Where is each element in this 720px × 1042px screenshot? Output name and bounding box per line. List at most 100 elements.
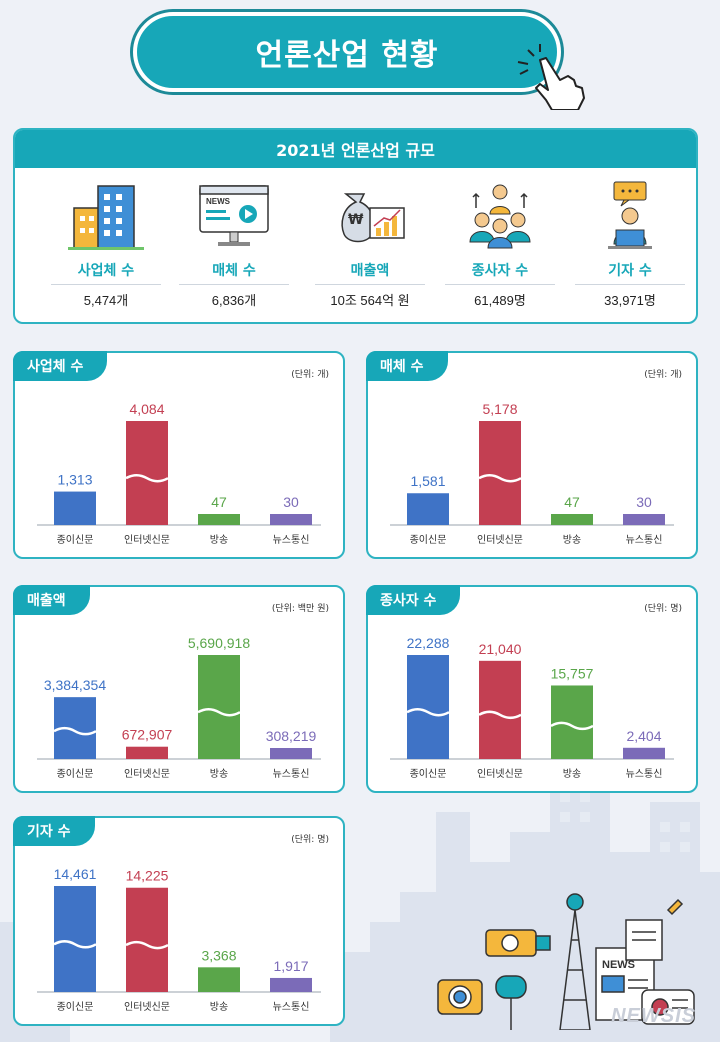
bar-인터넷신문 [126,887,168,992]
category-label: 방송 [210,534,228,546]
chart-unit: (단위: 개) [291,370,329,380]
bar-방송 [198,514,240,525]
category-label: 인터넷신문 [477,534,523,546]
summary-item-label: 매체 수 [212,263,256,279]
bar-뉴스통신 [270,514,312,525]
axis-break-mark [478,473,522,483]
chart-title: 종사자 수 [366,585,461,615]
category-label: 뉴스통신 [626,768,663,780]
bar-chart: 22,288 종이신문 21,040 인터넷신문 15,757 방송 2,404 뉴스통신 [390,635,674,780]
data-label: 5,178 [482,401,517,417]
reporter-laptop-icon [608,181,652,249]
category-label: 인터넷신문 [124,1001,170,1013]
bar-인터넷신문 [126,746,168,759]
news-monitor-icon: NEWS [199,185,269,246]
bar-뉴스통신 [623,747,665,759]
summary-item-employees: 종사자 수 61,489명 [435,180,565,309]
category-label: 종이신문 [410,768,447,780]
category-label: 방송 [563,768,581,780]
bar-인터넷신문 [479,660,521,759]
data-label: 672,907 [122,727,173,743]
category-label: 인터넷신문 [124,534,170,546]
money-bag-chart-icon: ₩ [341,193,405,243]
category-label: 인터넷신문 [477,768,523,780]
divider [445,284,555,285]
divider [315,284,425,285]
data-label: 21,040 [479,641,522,657]
data-label: 1,313 [57,472,92,488]
data-label: 15,757 [551,665,594,681]
chart-panel-reporters: 기자 수 (단위: 명) 14,461 종이신문 14,225 인터넷신문 3,368 방… [13,816,345,1026]
axis-break-mark [53,726,97,736]
svg-text:₩: ₩ [348,212,364,228]
pointing-hand-icon [517,44,585,110]
chart-title: 매출액 [13,585,90,615]
category-label: 종이신문 [57,1001,94,1013]
people-group-icon [469,184,531,249]
divider [51,284,161,285]
data-label: 30 [636,494,652,510]
chart-title: 기자 수 [13,816,95,846]
chart-unit: (단위: 명) [291,835,329,845]
bar-방송 [198,655,240,759]
chart-panel-employees: 종사자 수 (단위: 명) 22,288 종이신문 21,040 인터넷신문 15,75… [366,585,698,793]
category-label: 방송 [210,1001,228,1013]
summary-item-reporters: 기자 수 33,971명 [565,180,695,309]
axis-break-mark [478,710,522,720]
bar-방송 [551,514,593,525]
bar-종이신문 [54,491,96,525]
bar-chart: 3,384,354 종이신문 672,907 인터넷신문 5,690,918 방송 308,… [37,635,321,780]
summary-item-value: 61,489명 [474,293,526,308]
data-label: 3,384,354 [44,677,106,693]
axis-break-mark [125,473,169,483]
summary-item-label: 매출액 [350,263,390,279]
data-label: 4,084 [129,401,164,417]
category-label: 뉴스통신 [273,534,310,546]
axis-break-mark [53,940,97,949]
bar-뉴스통신 [270,977,312,992]
data-label: 22,288 [407,635,450,651]
category-label: 방송 [563,534,581,546]
summary-item-label: 사업체 수 [77,263,135,279]
bar-종이신문 [407,655,449,759]
watermark: NEWSIS [611,1005,696,1027]
summary-header: 2021년 언론산업 규모 [15,130,696,168]
bar-종이신문 [407,493,449,525]
divider [179,284,289,285]
bar-뉴스통신 [270,748,312,759]
summary-panel: 2021년 언론산업 규모 사업체 수 5,474개 NEWS [13,128,698,324]
bar-chart: 1,581 종이신문 5,178 인터넷신문 47 방송 30 뉴스통신 [390,401,674,546]
media-equipment-illustration: NEWS [437,893,695,1030]
category-label: 종이신문 [410,534,447,546]
axis-break-mark [197,707,241,717]
bar-종이신문 [54,886,96,992]
category-label: 뉴스통신 [273,768,310,780]
bar-인터넷신문 [126,421,168,525]
summary-item-label: 기자 수 [608,263,652,279]
category-label: 종이신문 [57,768,94,780]
chart-unit: (단위: 명) [644,604,682,614]
svg-text:NEWS: NEWS [602,959,635,971]
data-label: 1,917 [273,958,308,974]
category-label: 뉴스통신 [626,534,663,546]
bar-인터넷신문 [479,421,521,525]
chart-title: 사업체 수 [13,351,108,381]
bar-방송 [198,967,240,992]
bar-뉴스통신 [623,514,665,525]
page-title: 언론산업 현황 [255,38,439,73]
chart-panel-revenue: 매출액 (단위: 백만 원) 3,384,354 종이신문 672,907 인터넷신문… [13,585,345,793]
axis-break-mark [550,721,594,731]
bar-chart: 14,461 종이신문 14,225 인터넷신문 3,368 방송 1,917 뉴스통신 [37,866,321,1013]
summary-item-value: 10조 564억 원 [330,293,410,308]
summary-item-media: NEWS 매체 수 6,836개 [169,180,299,309]
data-label: 14,225 [126,868,169,884]
data-label: 3,368 [201,947,236,963]
data-label: 47 [211,494,227,510]
chart-panel-companies: 사업체 수 (단위: 개) 1,313 종이신문 4,084 인터넷신문 47 방송 30 뉴… [13,351,345,559]
chart-title: 매체 수 [366,351,448,381]
data-label: 14,461 [54,866,97,882]
summary-item-revenue: ₩ 매출액 10조 564억 원 [305,180,435,309]
data-label: 1,581 [410,473,445,489]
buildings-icon [68,185,144,250]
data-label: 308,219 [266,728,317,744]
